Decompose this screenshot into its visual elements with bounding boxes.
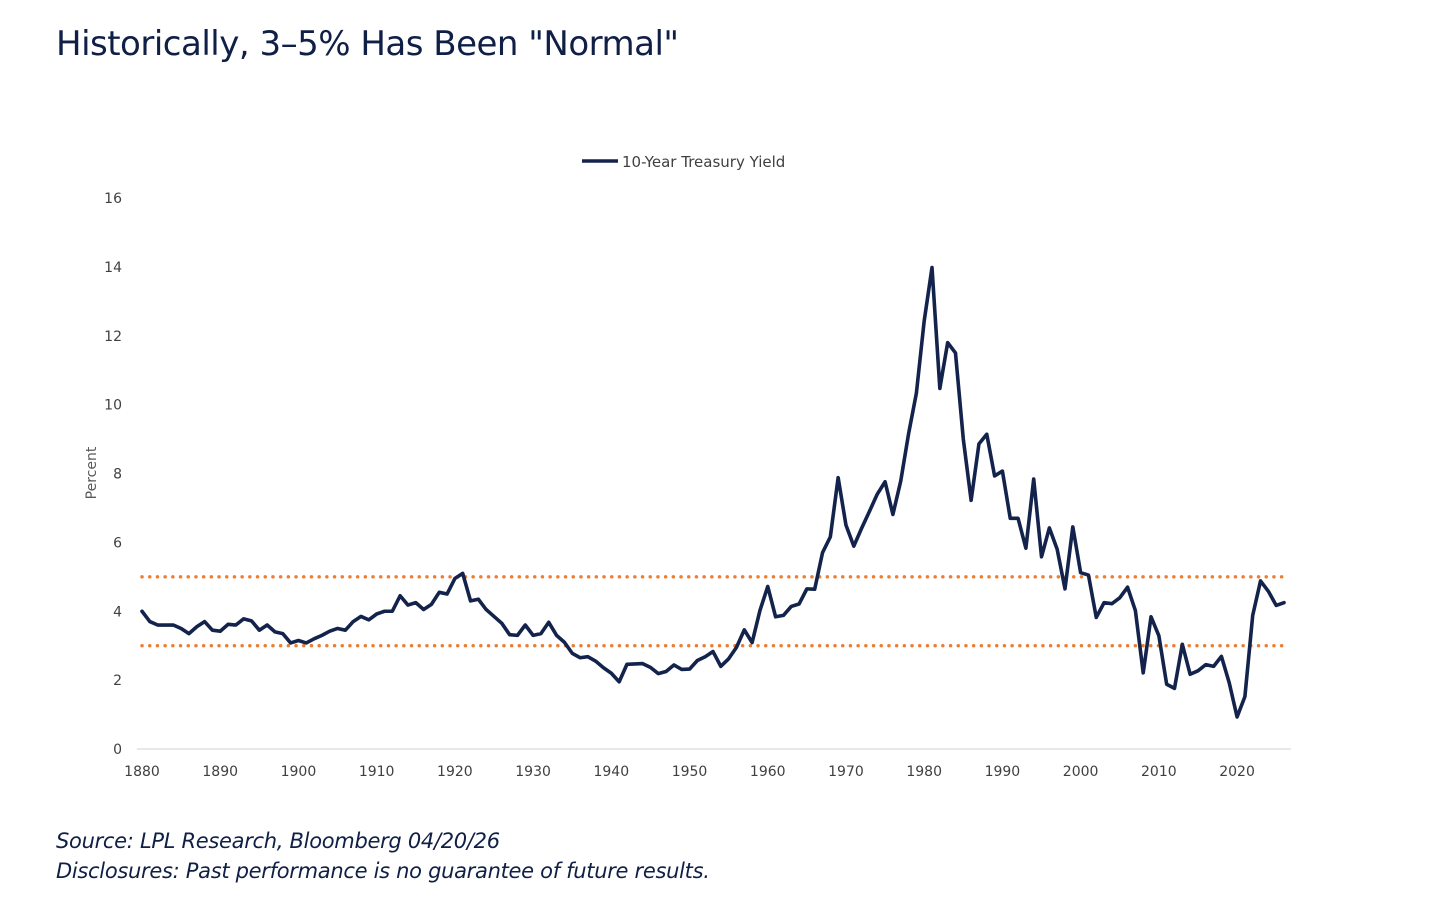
x-tick-label: 1980 (906, 764, 942, 780)
source-note: Source: LPL Research, Bloomberg 04/20/26 (56, 829, 500, 853)
x-tick-label: 1890 (202, 764, 238, 780)
x-tick-label: 1960 (750, 764, 786, 780)
y-tick-label: 10 (104, 398, 122, 414)
x-tick-label: 1990 (985, 764, 1021, 780)
x-tick-label: 1880 (124, 764, 160, 780)
y-tick-label: 6 (113, 535, 122, 551)
y-tick-label: 2 (113, 673, 122, 689)
disclosure-note: Disclosures: Past performance is no guar… (56, 859, 710, 883)
x-tick-label: 1930 (515, 764, 551, 780)
footer: Source: LPL Research, Bloomberg 04/20/26… (56, 826, 710, 886)
x-tick-label: 1950 (672, 764, 708, 780)
x-tick-label: 1920 (437, 764, 473, 780)
legend-label: 10-Year Treasury Yield (622, 153, 785, 171)
x-tick-label: 2000 (1063, 764, 1099, 780)
x-axis-ticks: 1880 1890 1900 1910 1920 1930 1940 1950 1960 1970… (124, 764, 1255, 780)
y-axis-ticks: 0 2 4 6 8 10 12 14 16 (104, 191, 122, 758)
x-tick-label: 1910 (359, 764, 395, 780)
series-line-10-year-treasury-yield (140, 265, 1286, 719)
y-tick-label: 12 (104, 329, 122, 345)
y-tick-label: 16 (104, 191, 122, 207)
x-tick-label: 2010 (1141, 764, 1177, 780)
y-tick-label: 4 (113, 604, 122, 620)
x-tick-label: 1900 (281, 764, 317, 780)
y-axis-title: Percent (84, 446, 100, 499)
reference-lines (140, 575, 1286, 648)
x-tick-label: 1940 (593, 764, 629, 780)
page-title: Historically, 3–5% Has Been "Normal" (56, 24, 679, 64)
y-tick-label: 14 (104, 260, 122, 276)
y-tick-label: 0 (113, 742, 122, 758)
x-tick-label: 2020 (1219, 764, 1255, 780)
x-tick-label: 1970 (828, 764, 864, 780)
legend: 10-Year Treasury Yield (582, 153, 785, 171)
y-tick-label: 8 (113, 467, 122, 483)
